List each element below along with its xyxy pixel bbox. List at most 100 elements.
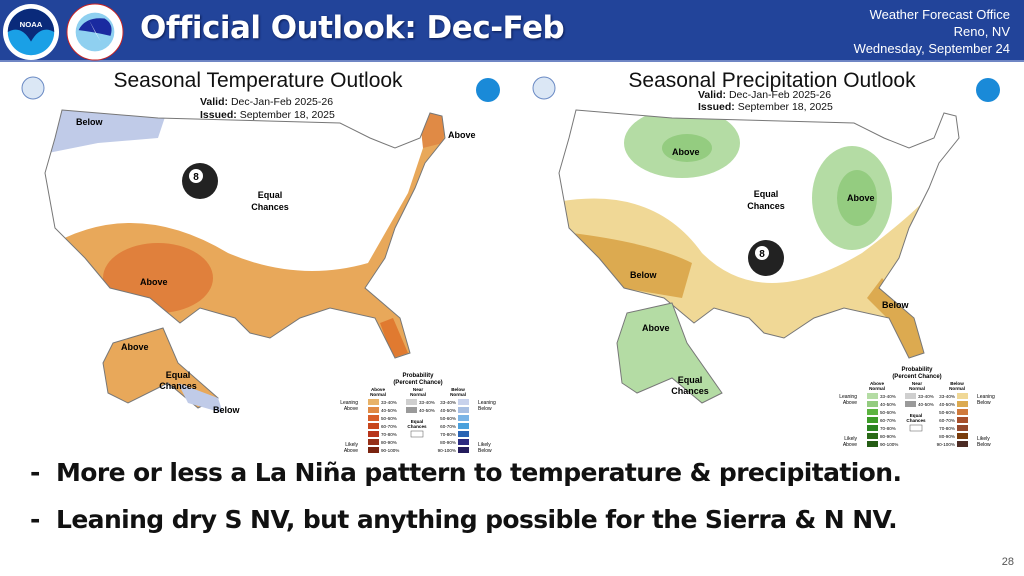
legend-range: 40-50% <box>440 408 456 413</box>
legend-swatch-below <box>957 433 968 439</box>
legend-range: 40-50% <box>939 402 955 407</box>
map-label: Below <box>76 117 104 127</box>
valid-value: Dec-Jan-Feb 2025-26 <box>230 96 334 108</box>
map-label: Chances <box>159 381 197 391</box>
legend-range: 33-40% <box>880 394 896 399</box>
legend-range: 40-50% <box>880 402 896 407</box>
map-label: Equal <box>754 189 779 199</box>
noaa-logo: NOAA <box>2 3 60 61</box>
legend-column-header: Above <box>371 387 385 392</box>
legend-range: 50-60% <box>381 416 397 421</box>
doc-seal-icon <box>532 76 556 100</box>
legend-range: 40-50% <box>381 408 397 413</box>
legend-title: Probability <box>402 373 434 379</box>
valid-label: Valid: <box>200 96 229 108</box>
legend-column-header: Normal <box>949 386 965 391</box>
legend-range: 90-100% <box>937 442 955 447</box>
legend-range: 50-60% <box>880 410 896 415</box>
legend-swatch-above <box>368 399 379 405</box>
legend-column-header: Near <box>413 387 423 392</box>
doc-seal-icon <box>21 76 45 100</box>
legend-range: 70-80% <box>381 432 397 437</box>
legend-range: 80-90% <box>880 434 896 439</box>
map-label: Below <box>213 405 241 415</box>
legend-swatch-above <box>368 447 379 453</box>
bullet-2: - Leaning dry S NV, but anything possibl… <box>30 505 898 534</box>
legend-swatch-below <box>957 417 968 423</box>
legend-column-header: Above <box>870 381 884 386</box>
map-label: Chances <box>251 202 289 212</box>
office-name: Weather Forecast Office <box>869 7 1010 22</box>
legend-range: 33-40% <box>918 394 934 399</box>
legend-swatch-above <box>867 417 878 423</box>
office-location: Reno, NV <box>953 24 1010 39</box>
legend-swatch-equal <box>410 430 424 438</box>
legend-range: 33-40% <box>419 400 435 405</box>
legend-swatch-near <box>406 399 417 405</box>
legend-column-header: Below <box>950 381 964 386</box>
map-label: Below <box>630 270 658 280</box>
temperature-title: Seasonal Temperature Outlook <box>113 69 403 92</box>
valid-label: Valid: <box>698 89 727 101</box>
map-label: Above <box>121 342 149 352</box>
legend-range: 33-40% <box>440 400 456 405</box>
legend-swatch-below <box>458 439 469 445</box>
issued-label: Issued: <box>200 109 237 121</box>
map-label: Above <box>672 147 700 157</box>
legend-swatch-below <box>458 431 469 437</box>
legend-group-label: Leaning <box>478 400 496 406</box>
legend-group-label: Leaning <box>839 394 857 400</box>
precipitation-title: Seasonal Precipitation Outlook <box>628 69 916 92</box>
legend-column-header: Near <box>912 381 922 386</box>
legend-swatch-above <box>867 409 878 415</box>
svg-text:8: 8 <box>759 249 765 260</box>
legend-range: 60-70% <box>939 418 955 423</box>
legend-range: 60-70% <box>440 424 456 429</box>
legend-group-label: Likely <box>977 436 990 442</box>
legend-swatch-near <box>406 407 417 413</box>
temperature-legend: Probability(Percent Chance)AboveNormalNe… <box>340 373 496 454</box>
map-label: Above <box>140 277 168 287</box>
noaa-small-logo-icon <box>476 78 500 102</box>
legend-group-label: Above <box>843 442 857 448</box>
map-label: Equal <box>258 190 283 200</box>
bullet-text: Leaning dry S NV, but anything possible … <box>55 505 898 534</box>
legend-swatch-below <box>458 399 469 405</box>
legend-swatch-above <box>368 423 379 429</box>
map-label: Equal <box>678 375 703 385</box>
legend-group-label: Below <box>478 406 492 412</box>
legend-range: 40-50% <box>918 402 934 407</box>
page-number: 28 <box>1001 556 1014 568</box>
legend-range: 60-70% <box>880 418 896 423</box>
svg-text:NOAA: NOAA <box>20 20 43 29</box>
legend-swatch-below <box>458 447 469 453</box>
legend-swatch-below <box>957 425 968 431</box>
legend-swatch-above <box>867 425 878 431</box>
legend-swatch-near <box>905 401 916 407</box>
page-title: Official Outlook: Dec-Feb <box>140 10 565 46</box>
nws-logo <box>66 3 124 61</box>
legend-range: 90-100% <box>880 442 898 447</box>
legend-swatch-above <box>368 439 379 445</box>
svg-text:8: 8 <box>193 172 199 183</box>
legend-range: 50-60% <box>440 416 456 421</box>
bullet-text: More or less a La Niña pattern to temper… <box>55 458 902 487</box>
legend-range: 80-90% <box>381 440 397 445</box>
legend-group-label: Leaning <box>977 394 995 400</box>
map-label: Above <box>448 130 476 140</box>
legend-group-label: Likely <box>478 442 491 448</box>
map-label: Below <box>882 300 910 310</box>
legend-range: 70-80% <box>939 426 955 431</box>
legend-subtitle: (Percent Chance) <box>393 380 442 386</box>
map-label: Chances <box>747 201 785 211</box>
legend-column-header: Normal <box>410 392 426 397</box>
map-label: Above <box>847 193 875 203</box>
legend-swatch-below <box>458 407 469 413</box>
legend-range: 70-80% <box>880 426 896 431</box>
legend-range: 90-100% <box>381 448 399 453</box>
legend-column-header: Normal <box>370 392 386 397</box>
legend-swatch-above <box>368 407 379 413</box>
office-info: Weather Forecast Office Reno, NV Wednesd… <box>854 6 1010 57</box>
noaa-small-logo-icon <box>976 78 1000 102</box>
legend-column-header: Normal <box>450 392 466 397</box>
